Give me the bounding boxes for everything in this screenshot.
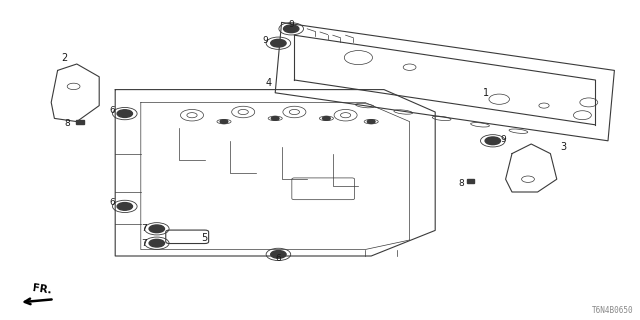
Text: 3: 3	[560, 142, 566, 152]
Text: 1: 1	[483, 88, 490, 98]
Text: 6: 6	[109, 106, 115, 115]
Text: 6: 6	[276, 254, 281, 263]
Text: FR.: FR.	[31, 284, 52, 296]
Circle shape	[323, 116, 330, 120]
Circle shape	[271, 251, 286, 258]
Circle shape	[367, 120, 375, 124]
Circle shape	[220, 120, 228, 124]
Bar	[467, 179, 474, 183]
Text: 8: 8	[458, 179, 463, 188]
Text: 9: 9	[289, 20, 294, 28]
Text: 4: 4	[266, 78, 272, 88]
Circle shape	[149, 239, 164, 247]
Bar	[76, 120, 84, 124]
Text: 8: 8	[65, 119, 70, 128]
Text: 7: 7	[141, 224, 147, 233]
Circle shape	[271, 116, 279, 120]
Text: T6N4B0650: T6N4B0650	[592, 306, 634, 315]
Text: 7: 7	[141, 239, 147, 248]
Text: 5: 5	[202, 233, 208, 244]
Text: 9: 9	[501, 135, 506, 144]
Circle shape	[271, 39, 286, 47]
Circle shape	[117, 110, 132, 117]
Circle shape	[284, 25, 299, 33]
Text: 6: 6	[109, 198, 115, 207]
Circle shape	[149, 225, 164, 233]
Circle shape	[485, 137, 500, 145]
Text: 9: 9	[263, 36, 268, 45]
Circle shape	[117, 203, 132, 210]
Text: 2: 2	[61, 52, 67, 63]
